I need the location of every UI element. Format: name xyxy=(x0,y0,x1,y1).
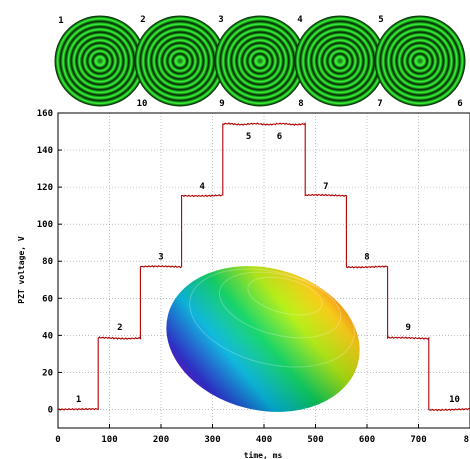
step-label-8: 8 xyxy=(364,252,369,262)
y-tick-label: 160 xyxy=(37,109,53,119)
y-tick-label: 0 xyxy=(48,405,53,415)
interferogram-3 xyxy=(214,15,306,107)
y-axis-ticks: 0 20 40 60 80 100 120 140 160 xyxy=(37,109,62,415)
x-axis-label: time, ms xyxy=(244,450,283,459)
interferogram-top-number: 2 xyxy=(140,15,145,25)
interferogram-bottom-number: 10 xyxy=(137,99,148,109)
x-tick-label: 200 xyxy=(153,435,169,445)
interferogram-top-number: 4 xyxy=(297,15,303,25)
step-label-1: 1 xyxy=(76,395,81,405)
interferogram-bottom-number: 7 xyxy=(377,99,382,109)
interferogram-bottom-number: 6 xyxy=(457,99,462,109)
interferogram-top-number: 3 xyxy=(218,15,223,25)
step-label-10: 10 xyxy=(449,395,460,405)
interferogram-1 xyxy=(54,15,146,107)
y-axis-label: PZT voltage, V xyxy=(17,236,26,304)
interferogram-top-number: 5 xyxy=(378,15,383,25)
y-tick-label: 20 xyxy=(42,368,53,378)
y-tick-label: 120 xyxy=(37,183,53,193)
x-tick-label: 300 xyxy=(204,435,220,445)
y-tick-label: 140 xyxy=(37,146,53,156)
step-label-2: 2 xyxy=(117,323,122,333)
y-tick-label: 100 xyxy=(37,220,53,230)
step-label-6: 6 xyxy=(277,132,282,142)
voltage-trace xyxy=(58,122,470,412)
step-labels: 1 2 3 4 5 6 7 8 9 10 xyxy=(76,132,460,405)
x-tick-label: 100 xyxy=(101,435,117,445)
x-tick-label: 700 xyxy=(410,435,426,445)
voltage-series-line xyxy=(58,122,470,412)
y-tick-label: 40 xyxy=(42,331,53,341)
step-label-4: 4 xyxy=(199,182,205,192)
y-tick-label: 60 xyxy=(42,294,53,304)
interferogram-bottom-number: 9 xyxy=(219,99,224,109)
x-tick-label: 600 xyxy=(359,435,375,445)
x-axis-ticks: 0 100 200 300 400 500 600 700 8 xyxy=(55,424,470,445)
interferogram-row: 1 2 10 3 9 4 8 5 7 6 xyxy=(54,15,466,109)
interferogram-4 xyxy=(294,15,386,107)
interferogram-bottom-number: 8 xyxy=(298,99,303,109)
y-tick-label: 80 xyxy=(42,257,53,267)
x-tick-label: 0 xyxy=(55,435,60,445)
x-tick-label: 400 xyxy=(256,435,272,445)
interferogram-top-number: 1 xyxy=(58,16,63,26)
step-label-9: 9 xyxy=(405,323,410,333)
deformed-surface-illustration xyxy=(166,266,360,412)
step-label-7: 7 xyxy=(323,182,328,192)
interferogram-5 xyxy=(374,15,466,107)
step-label-3: 3 xyxy=(158,252,163,262)
step-label-5: 5 xyxy=(246,132,251,142)
interferogram-2 xyxy=(134,15,226,107)
x-tick-label: 8 xyxy=(464,435,469,445)
x-tick-label: 500 xyxy=(307,435,323,445)
